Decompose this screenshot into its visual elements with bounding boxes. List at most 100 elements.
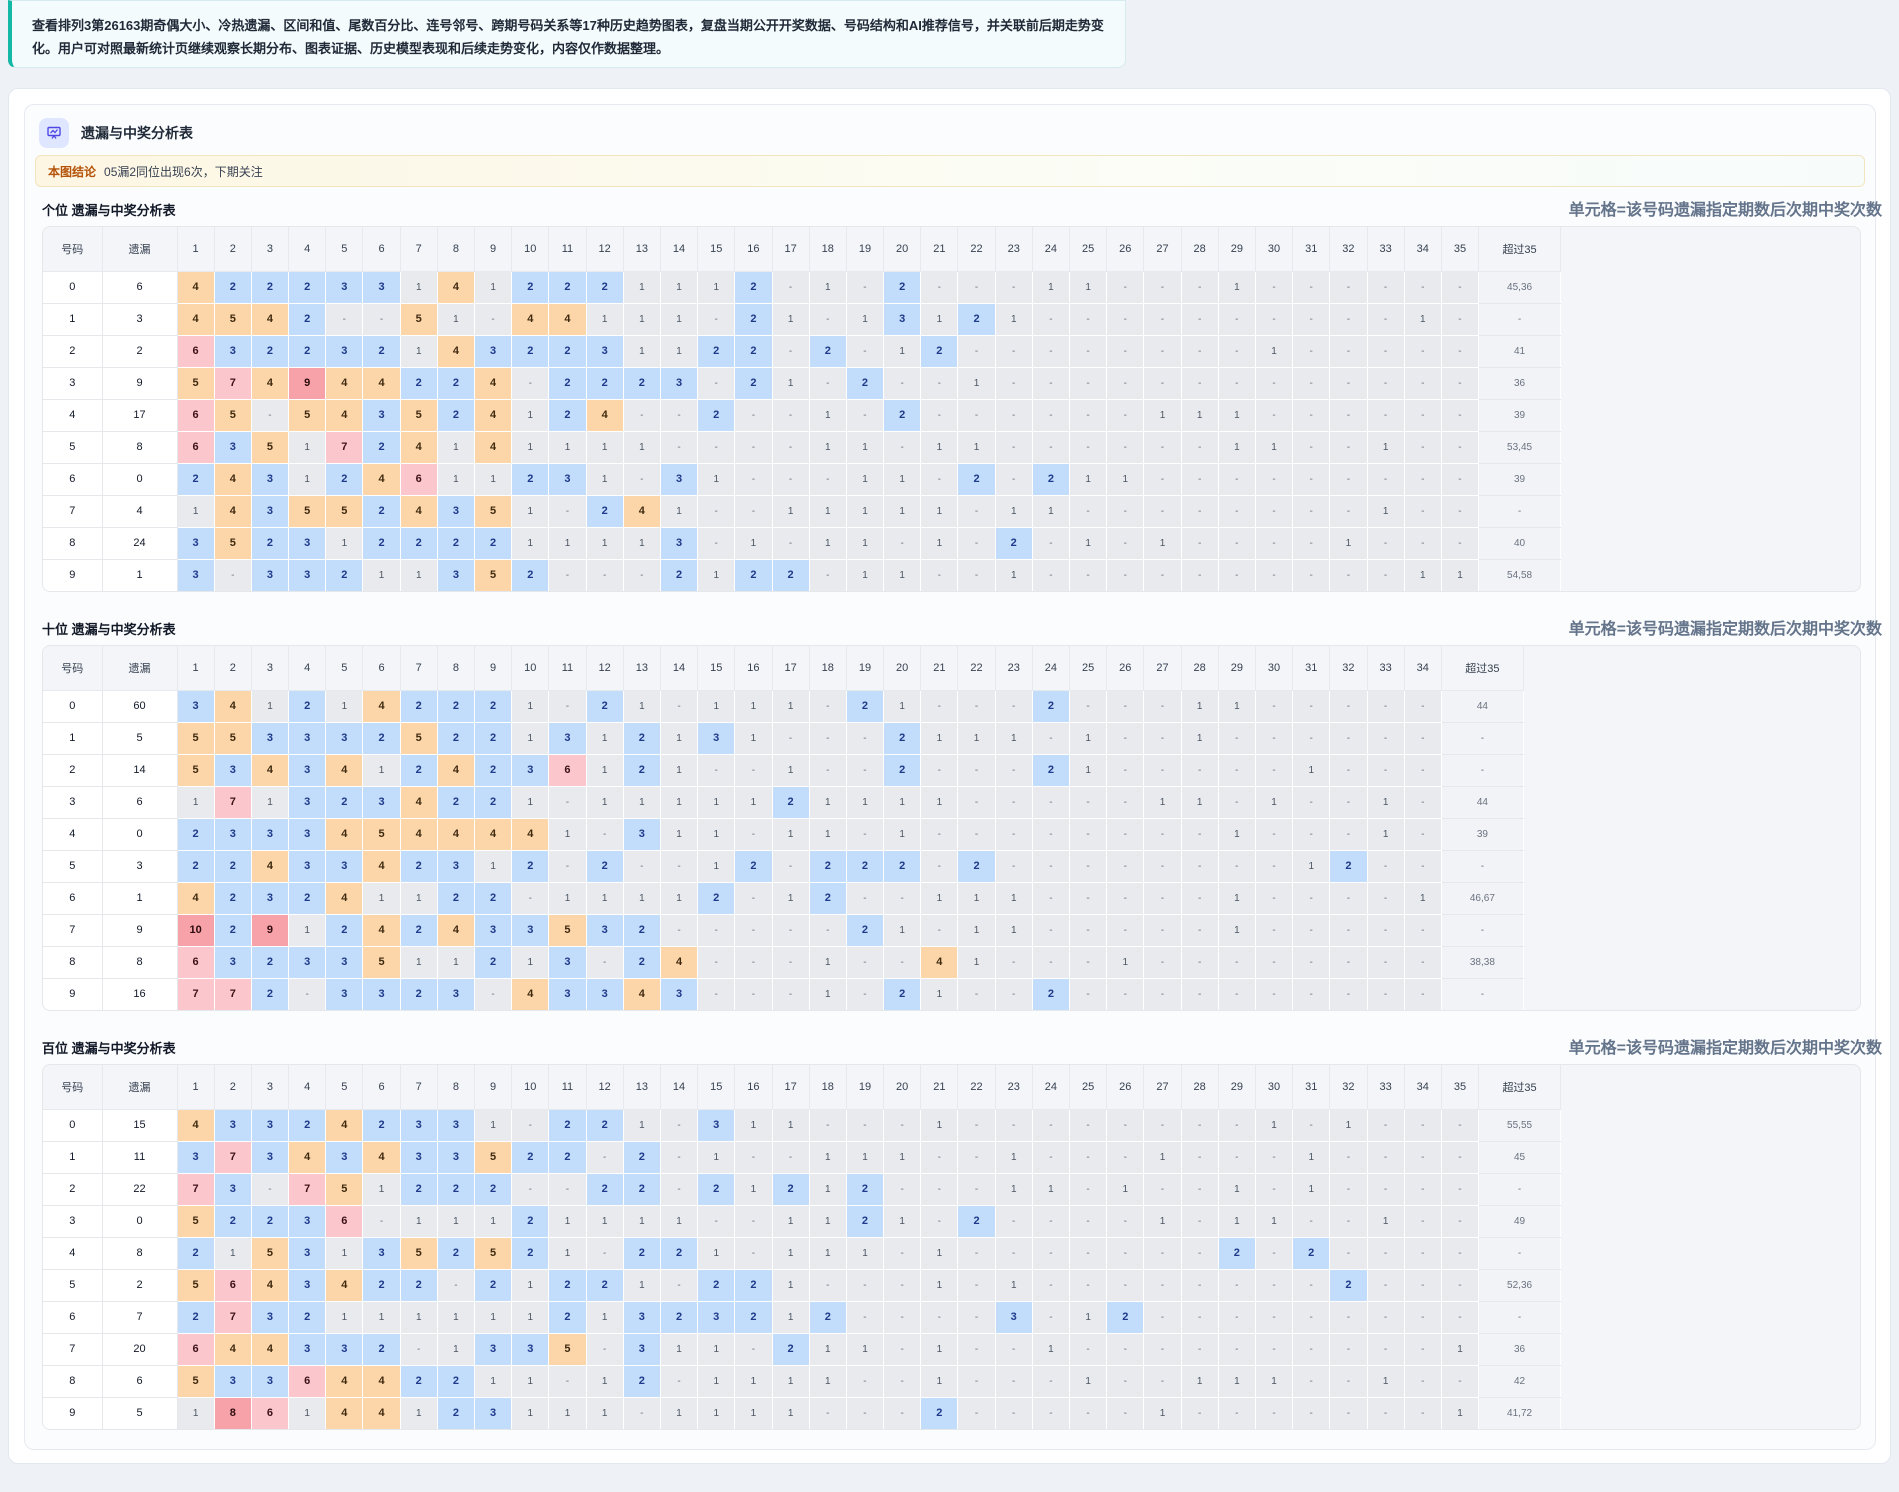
row-miss: 60 xyxy=(102,690,178,723)
hit-cell: - xyxy=(1367,1397,1405,1429)
hit-cell: - xyxy=(1069,559,1108,591)
hit-cell: - xyxy=(846,1109,885,1142)
hit-cell: - xyxy=(1143,1173,1182,1206)
hit-cell: - xyxy=(1032,1397,1071,1429)
hit-cell: 1 xyxy=(883,690,922,723)
hit-cell: 2 xyxy=(362,495,401,528)
row-miss: 24 xyxy=(102,527,178,560)
hit-cell: 3 xyxy=(548,722,587,755)
hit-cell: - xyxy=(1181,367,1219,400)
hit-cell: - xyxy=(1329,818,1368,851)
hit-cell: - xyxy=(772,946,810,979)
hit-cell: 4 xyxy=(325,1365,364,1398)
hit-cell: 2 xyxy=(623,1141,661,1174)
header-col-25: 25 xyxy=(1069,227,1108,272)
hit-cell: 4 xyxy=(325,367,364,400)
hit-cell: - xyxy=(1292,1269,1331,1302)
hit-cell: 1 xyxy=(660,335,699,368)
hit-cell: 1 xyxy=(920,1333,959,1366)
hit-cell: 4 xyxy=(400,431,438,464)
row-over-35: 41,72 xyxy=(1478,1397,1562,1429)
hit-cell: 1 xyxy=(1218,690,1256,723)
hit-cell: - xyxy=(1367,1301,1405,1334)
row-number: 5 xyxy=(43,850,103,883)
hit-cell: 2 xyxy=(883,754,922,787)
hit-cell: - xyxy=(920,399,959,432)
hit-cell: - xyxy=(660,1269,699,1302)
hit-cell: - xyxy=(697,1205,736,1238)
hit-cell: - xyxy=(1441,367,1480,400)
hit-cell: 1 xyxy=(809,818,847,851)
hit-cell: 1 xyxy=(1367,431,1405,464)
hit-cell: - xyxy=(846,271,885,304)
hit-cell: 3 xyxy=(474,1397,513,1429)
hit-cell: 4 xyxy=(548,303,587,336)
hit-cell: 1 xyxy=(437,946,476,979)
hit-cell: - xyxy=(957,690,996,723)
hit-cell: 1 xyxy=(1329,1109,1368,1142)
hit-cell: - xyxy=(1106,1237,1145,1270)
row-number: 7 xyxy=(43,1333,103,1366)
hit-cell: - xyxy=(1181,335,1219,368)
hit-cell: - xyxy=(1255,1333,1294,1366)
hit-cell: - xyxy=(1069,690,1108,723)
hit-cell: 1 xyxy=(1218,1173,1256,1206)
hit-cell: 7 xyxy=(214,1301,252,1334)
hit-cell: - xyxy=(995,335,1033,368)
hit-cell: 4 xyxy=(474,399,513,432)
hit-cell: - xyxy=(1329,1237,1368,1270)
header-col-8: 8 xyxy=(437,1065,476,1110)
hit-cell: 2 xyxy=(734,271,773,304)
hit-cell: 3 xyxy=(474,914,513,947)
hit-cell: 3 xyxy=(288,1237,327,1270)
hit-cell: - xyxy=(1143,463,1182,496)
hit-cell: - xyxy=(697,431,736,464)
row-miss: 6 xyxy=(102,786,178,819)
hit-cell: - xyxy=(1292,463,1331,496)
hit-cell: - xyxy=(1255,1301,1294,1334)
table-row: 3 6 1 7 1 3 2 3 4 2 2 1-1 1 1 1 1 2 1 1 1 1- - - - -1 1-1- -1-44 xyxy=(43,786,1524,819)
hit-cell: 3 xyxy=(177,559,215,591)
hit-cell: - xyxy=(995,978,1033,1010)
hit-cell: - xyxy=(697,527,736,560)
hit-cell: 2 xyxy=(437,1237,476,1270)
hit-cell: 3 xyxy=(474,335,513,368)
hit-cell: - xyxy=(772,463,810,496)
hit-cell: 1 xyxy=(362,1301,401,1334)
header-col-23: 23 xyxy=(995,227,1033,272)
hit-cell: - xyxy=(660,1109,699,1142)
hit-cell: 1 xyxy=(809,1237,847,1270)
hit-cell: - xyxy=(1329,303,1368,336)
hit-cell: 2 xyxy=(437,399,476,432)
hit-cell: - xyxy=(1181,1173,1219,1206)
hit-cell: - xyxy=(1255,303,1294,336)
hit-cell: 4 xyxy=(474,818,513,851)
hit-cell: 3 xyxy=(325,335,364,368)
hit-cell: - xyxy=(1367,399,1405,432)
hit-cell: - xyxy=(734,431,773,464)
hit-cell: - xyxy=(1292,978,1331,1010)
row-miss: 5 xyxy=(102,722,178,755)
header-col-8: 8 xyxy=(437,646,476,691)
hit-cell: 5 xyxy=(362,946,401,979)
hit-cell: 5 xyxy=(214,722,252,755)
hit-cell: 1 xyxy=(177,1397,215,1429)
card-title: 遗漏与中奖分析表 xyxy=(81,125,193,141)
hit-cell: - xyxy=(1218,1301,1256,1334)
header-col-19: 19 xyxy=(846,646,885,691)
hit-cell: - xyxy=(1292,399,1331,432)
header-col-3: 3 xyxy=(251,227,290,272)
hit-cell: - xyxy=(883,527,922,560)
hit-cell: 2 xyxy=(1106,1301,1145,1334)
hit-cell: 6 xyxy=(288,1365,327,1398)
hit-cell: - xyxy=(1143,882,1182,915)
hit-cell: - xyxy=(1106,271,1145,304)
hit-cell: - xyxy=(660,399,699,432)
header-col-10: 10 xyxy=(511,227,550,272)
hit-cell: 6 xyxy=(177,1333,215,1366)
hit-cell: - xyxy=(1441,1205,1480,1238)
hit-cell: 2 xyxy=(474,786,513,819)
hit-cell: - xyxy=(1404,463,1442,496)
hit-cell: - xyxy=(772,914,810,947)
